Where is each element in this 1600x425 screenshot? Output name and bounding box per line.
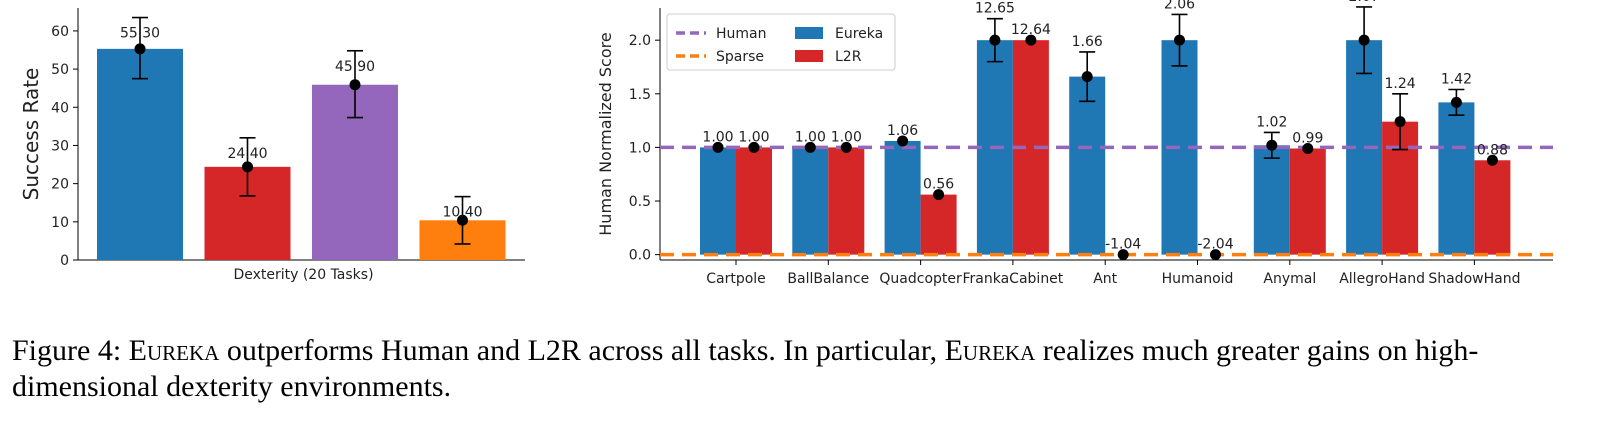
x-tick-label-frankacabinet: FrankaCabinet (963, 271, 1064, 287)
mean-marker-l2r-humanoid (1210, 249, 1221, 261)
mean-marker-eureka-shadowhand (1450, 96, 1462, 108)
value-label-l2r-anymal: 0.99 (1292, 130, 1323, 146)
bar-eureka-shadowhand (1438, 102, 1475, 255)
y-tick-label: 10 (51, 215, 69, 231)
mean-marker-eureka-ballbalance (804, 141, 816, 153)
bar-l2r-anymal (1289, 148, 1326, 255)
mean-marker-l2r-cartpole (748, 141, 760, 153)
bar-value-label: 55.30 (120, 26, 160, 42)
value-label-l2r-shadowhand: 0.88 (1477, 142, 1508, 158)
y-tick-label: 40 (51, 100, 69, 116)
mean-marker-l2r-quadcopter (933, 189, 945, 201)
bar-eureka-ant (1069, 76, 1106, 255)
mean-marker-eureka-cartpole (712, 141, 724, 153)
y-tick-label: 2.0 (629, 33, 651, 49)
y-tick-label: 1.0 (629, 140, 651, 156)
legend-label-human: Human (716, 26, 767, 42)
y-tick-label: 30 (51, 138, 69, 154)
x-tick-label-humanoid: Humanoid (1162, 271, 1234, 287)
x-tick-label-anymal: Anymal (1263, 271, 1316, 287)
y-tick-label: 60 (51, 24, 69, 40)
mean-marker (134, 43, 146, 55)
mean-marker-eureka-humanoid (1174, 34, 1185, 46)
human-normalized-score-chart: 0.0 0.5 1.0 1.5 2.0 Human Normalized Score Car… (596, 0, 1553, 287)
y-tick-label: 0 (60, 253, 69, 269)
legend-label-eureka: Eureka (835, 26, 883, 42)
mean-marker-eureka-quadcopter (897, 135, 909, 147)
mean-marker-l2r-ballbalance (840, 141, 852, 153)
mean-marker (242, 161, 253, 173)
y-tick-label: 0.0 (629, 248, 651, 264)
y-axis-title: Human Normalized Score (596, 32, 615, 235)
caption-prefix: Figure 4: (12, 334, 129, 367)
mean-marker-l2r-anymal (1302, 142, 1314, 154)
value-label-l2r-ant: -1.04 (1105, 237, 1141, 253)
legend-label-sparse: Sparse (716, 49, 764, 65)
bar-eureka-cartpole (700, 147, 736, 255)
bar-eureka (97, 48, 183, 260)
bar-l2r-shadowhand (1474, 160, 1511, 255)
x-tick-label-shadowhand: ShadowHand (1428, 271, 1520, 287)
value-label-l2r-quadcopter: 0.56 (923, 177, 954, 193)
value-label-eureka-anymal: 1.02 (1256, 114, 1287, 130)
value-label-eureka-allegrohand: 2.07 (1349, 0, 1380, 5)
value-label-eureka-frankacabinet: 12.65 (975, 1, 1015, 17)
bar-l2r-cartpole (736, 147, 772, 255)
x-tick-label-cartpole: Cartpole (706, 271, 766, 287)
bar-value-label: 24.40 (227, 146, 267, 162)
legend-box (666, 13, 896, 71)
bar-value-label: 10.40 (442, 205, 482, 221)
value-label-l2r-ballbalance: 1.00 (831, 129, 862, 145)
bar-l2r-quadcopter (920, 194, 957, 255)
caption-name: Eureka (128, 334, 220, 367)
y-axis-title: Success Rate (19, 68, 43, 201)
caption-name-2: Eureka (944, 334, 1036, 367)
y-tick-label: 0.5 (629, 194, 651, 210)
value-label-l2r-frankacabinet: 12.64 (1011, 22, 1051, 38)
mean-marker-eureka-frankacabinet (989, 34, 1001, 46)
value-label-eureka-ballbalance: 1.00 (795, 129, 826, 145)
x-tick-label-allegrohand: AllegroHand (1339, 271, 1425, 287)
value-label-l2r-humanoid: -2.04 (1197, 237, 1233, 253)
y-tick-label: 20 (51, 177, 69, 193)
x-tick-label-quadcopter: Quadcopter (879, 271, 962, 287)
bar-l2r-ballbalance (828, 147, 865, 255)
legend-swatch-eureka (795, 27, 823, 39)
mean-marker-eureka-allegrohand (1358, 34, 1370, 46)
mean-marker-l2r-allegrohand (1394, 116, 1406, 128)
value-label-eureka-quadcopter: 1.06 (887, 123, 918, 139)
figure-4: 0 10 20 30 40 50 60 Success Rate Dexterity (20 T… (19, 0, 1553, 287)
mean-marker-eureka-ant (1081, 71, 1093, 83)
value-label-eureka-cartpole: 1.00 (702, 129, 733, 145)
mean-marker-l2r-frankacabinet (1025, 34, 1037, 46)
value-label-l2r-cartpole: 1.00 (738, 129, 769, 145)
figure-caption: Figure 4: Eureka outperforms Human and L… (12, 333, 1592, 405)
caption-suffix: realizes much greater gains on high-dime… (12, 334, 1479, 403)
mean-marker-l2r-shadowhand (1486, 154, 1498, 166)
bar-eureka-anymal (1253, 145, 1290, 255)
legend-swatch-l2r (795, 50, 823, 62)
success-rate-chart: 0 10 20 30 40 50 60 Success Rate Dexterity (20 T… (19, 8, 525, 283)
mean-marker-eureka-anymal (1266, 139, 1278, 151)
value-label-eureka-ant: 1.66 (1072, 34, 1103, 50)
legend: Human Sparse Eureka L2R (666, 13, 896, 71)
x-tick-label-ballbalance: BallBalance (787, 271, 869, 287)
bar-eureka-quadcopter (884, 140, 921, 255)
bar-value-label: 45.90 (335, 59, 375, 75)
x-tick-label-ant: Ant (1093, 271, 1117, 287)
mean-marker (457, 214, 468, 226)
legend-label-l2r: L2R (835, 49, 862, 65)
bar-eureka-ballbalance (792, 147, 829, 255)
x-axis-title: Dexterity (20 Tasks) (233, 267, 373, 283)
mean-marker-l2r-ant (1117, 249, 1129, 261)
value-label-eureka-shadowhand: 1.42 (1441, 71, 1472, 87)
caption-middle: outperforms Human and L2R across all tas… (219, 334, 945, 367)
y-tick-label: 1.5 (629, 87, 651, 103)
y-tick-label: 50 (51, 62, 69, 78)
mean-marker (349, 79, 361, 91)
value-label-l2r-allegrohand: 1.24 (1385, 76, 1416, 92)
value-label-eureka-humanoid: 2.06 (1164, 0, 1195, 12)
